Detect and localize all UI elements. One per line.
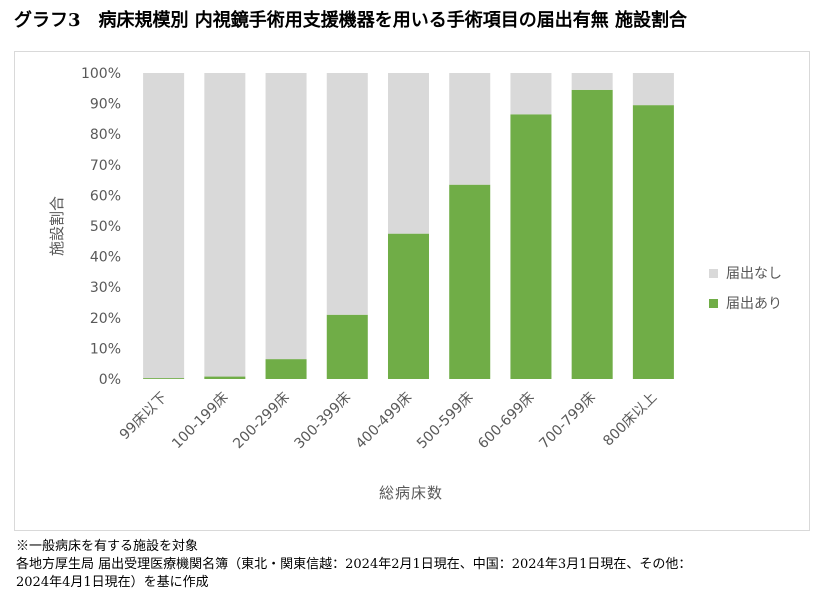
footnotes: ※一般病床を有する施設を対象 各地方厚生局 届出受理医療機関名簿（東北・関東信越… (16, 538, 691, 592)
bar-segment (571, 89, 613, 379)
legend-label: 届出あり (726, 296, 782, 312)
y-tick-label: 20% (90, 311, 121, 327)
x-tick-label: 200-299床 (230, 390, 293, 453)
y-tick-label: 50% (90, 219, 121, 235)
bar-segment (510, 73, 552, 115)
y-tick-label: 30% (90, 280, 121, 296)
y-tick-label: 0% (99, 372, 121, 388)
bar-segment (387, 73, 430, 234)
x-tick-label: 99床以下 (117, 390, 171, 444)
chart-title: グラフ3 病床規模別 内視鏡手術用支援機器を用いる手術項目の届出有無 施設割合 (14, 10, 688, 31)
x-axis-label: 総病床数 (379, 484, 443, 502)
bar-segment (265, 73, 307, 360)
bar-segment (571, 73, 613, 90)
y-tick-label: 60% (90, 188, 121, 204)
y-tick-label: 10% (90, 341, 121, 357)
x-tick-label: 800床以上 (600, 390, 660, 450)
bar-segment (449, 73, 491, 185)
y-tick-label: 80% (90, 127, 121, 143)
bar-segment (326, 314, 368, 379)
legend-label: 届出なし (726, 266, 782, 282)
y-tick-label: 40% (90, 250, 121, 266)
bar-segment (143, 378, 185, 379)
bar-segment (326, 73, 368, 315)
y-tick-label: 90% (90, 97, 121, 113)
bar-segment (387, 233, 430, 379)
chart-frame (14, 51, 810, 531)
x-tick-label: 100-199床 (169, 390, 232, 453)
bar-segment (632, 73, 674, 106)
x-tick-label: 400-499床 (353, 390, 416, 453)
x-tick-label: 600-699床 (475, 390, 538, 453)
bar-segment (204, 376, 246, 379)
bar-segment (265, 359, 307, 379)
footnote-2: 各地方厚生局 届出受理医療機関名簿（東北・関東信越：2024年2月1日現在、中国… (16, 557, 692, 572)
footnote-1: ※一般病床を有する施設を対象 (16, 539, 199, 554)
legend-swatch (709, 299, 718, 308)
bar-segment (143, 73, 185, 379)
x-tick-label: 700-799床 (536, 390, 599, 453)
bar-segment (449, 184, 491, 379)
bar-segment (204, 73, 246, 377)
bar-segment (632, 105, 674, 379)
y-axis-label: 施設割合 (48, 196, 66, 256)
x-tick-label: 500-599床 (414, 390, 477, 453)
x-tick-label: 300-399床 (292, 390, 355, 453)
y-tick-label: 70% (90, 158, 121, 174)
footnote-3: 2024年4月1日現在）を基に作成 (16, 575, 209, 590)
legend-swatch (709, 269, 718, 278)
y-tick-label: 100% (81, 66, 121, 82)
bar-segment (510, 114, 552, 379)
